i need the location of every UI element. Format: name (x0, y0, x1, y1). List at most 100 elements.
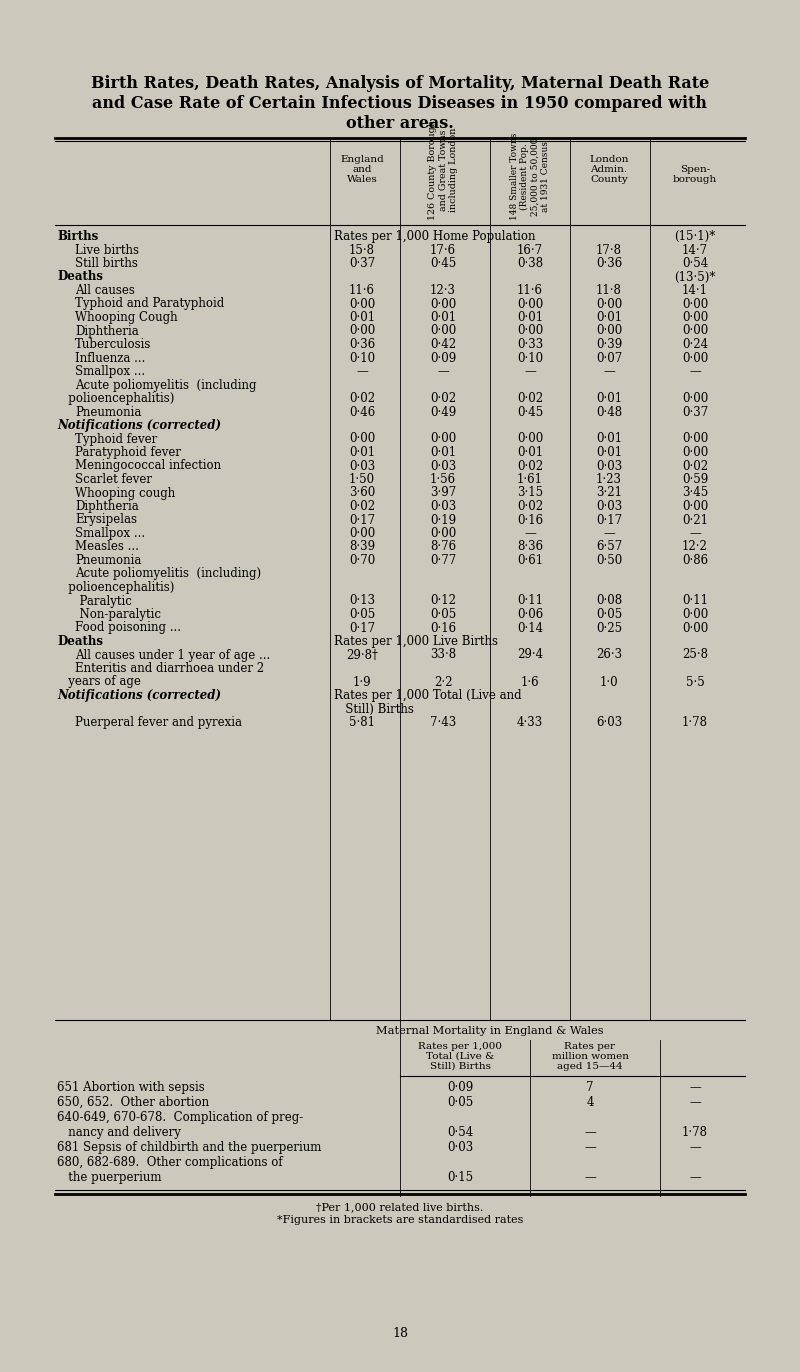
Text: All causes: All causes (75, 284, 135, 296)
Text: 0·01: 0·01 (596, 446, 622, 460)
Text: 0·00: 0·00 (517, 325, 543, 338)
Text: 640-649, 670-678.  Complication of preg-: 640-649, 670-678. Complication of preg- (57, 1111, 303, 1124)
Text: 0·48: 0·48 (596, 406, 622, 418)
Text: 0·02: 0·02 (430, 392, 456, 405)
Text: 0·00: 0·00 (682, 351, 708, 365)
Text: —: — (437, 365, 449, 379)
Text: 0·00: 0·00 (682, 311, 708, 324)
Text: Rates per: Rates per (565, 1041, 615, 1051)
Text: 0·45: 0·45 (517, 406, 543, 418)
Text: 18: 18 (392, 1327, 408, 1340)
Text: 0·11: 0·11 (517, 594, 543, 608)
Text: 0·00: 0·00 (349, 432, 375, 446)
Text: 0·00: 0·00 (682, 446, 708, 460)
Text: Admin.: Admin. (590, 165, 627, 174)
Text: aged 15—44: aged 15—44 (557, 1062, 623, 1072)
Text: —: — (603, 527, 615, 541)
Text: 0·00: 0·00 (682, 392, 708, 405)
Text: nancy and delivery: nancy and delivery (57, 1126, 181, 1139)
Text: Spen-: Spen- (680, 165, 710, 174)
Text: 1·56: 1·56 (430, 473, 456, 486)
Text: 0·21: 0·21 (682, 513, 708, 527)
Text: Maternal Mortality in England & Wales: Maternal Mortality in England & Wales (376, 1026, 604, 1036)
Text: 0·13: 0·13 (349, 594, 375, 608)
Text: —: — (689, 527, 701, 541)
Text: 17·6: 17·6 (430, 243, 456, 257)
Text: 0·01: 0·01 (430, 446, 456, 460)
Text: Paralytic: Paralytic (57, 594, 132, 608)
Text: 0·00: 0·00 (682, 622, 708, 634)
Text: 4·33: 4·33 (517, 716, 543, 729)
Text: 0·03: 0·03 (596, 460, 622, 472)
Text: Rates per 1,000 Live Births: Rates per 1,000 Live Births (334, 635, 498, 648)
Text: 0·49: 0·49 (430, 406, 456, 418)
Text: 7·43: 7·43 (430, 716, 456, 729)
Text: Wales: Wales (346, 176, 378, 184)
Text: Birth Rates, Death Rates, Analysis of Mortality, Maternal Death Rate: Birth Rates, Death Rates, Analysis of Mo… (91, 75, 709, 92)
Text: 5·81: 5·81 (349, 716, 375, 729)
Text: 0·01: 0·01 (596, 392, 622, 405)
Text: 0·17: 0·17 (596, 513, 622, 527)
Text: Food poisoning ...: Food poisoning ... (75, 622, 181, 634)
Text: 681 Sepsis of childbirth and the puerperium: 681 Sepsis of childbirth and the puerper… (57, 1142, 322, 1154)
Text: 0·59: 0·59 (682, 473, 708, 486)
Text: 25·8: 25·8 (682, 649, 708, 661)
Text: Total (Live &: Total (Live & (426, 1052, 494, 1061)
Text: 0·39: 0·39 (596, 338, 622, 351)
Text: Whooping Cough: Whooping Cough (75, 311, 178, 324)
Text: 11·6: 11·6 (517, 284, 543, 296)
Text: 0·03: 0·03 (596, 499, 622, 513)
Text: 14·7: 14·7 (682, 243, 708, 257)
Text: —: — (689, 365, 701, 379)
Text: —: — (524, 527, 536, 541)
Text: Smallpox ...: Smallpox ... (75, 527, 145, 541)
Text: Pneumonia: Pneumonia (75, 406, 142, 418)
Text: Acute poliomyelitis  (including: Acute poliomyelitis (including (75, 379, 257, 391)
Text: 0·03: 0·03 (349, 460, 375, 472)
Text: 2·2: 2·2 (434, 675, 452, 689)
Text: 26·3: 26·3 (596, 649, 622, 661)
Text: Non-paralytic: Non-paralytic (57, 608, 161, 622)
Text: 1·50: 1·50 (349, 473, 375, 486)
Text: 0·50: 0·50 (596, 554, 622, 567)
Text: 0·42: 0·42 (430, 338, 456, 351)
Text: 0·10: 0·10 (349, 351, 375, 365)
Text: 0·01: 0·01 (349, 311, 375, 324)
Text: All causes under 1 year of age ...: All causes under 1 year of age ... (75, 649, 270, 661)
Text: 0·01: 0·01 (596, 311, 622, 324)
Text: 0·00: 0·00 (596, 325, 622, 338)
Text: Puerperal fever and pyrexia: Puerperal fever and pyrexia (75, 716, 242, 729)
Text: 126 County Borough
and Great Towns
including London: 126 County Borough and Great Towns inclu… (428, 121, 458, 220)
Text: 11·8: 11·8 (596, 284, 622, 296)
Text: million women: million women (551, 1052, 629, 1061)
Text: the puerperium: the puerperium (57, 1170, 162, 1184)
Text: and: and (352, 165, 372, 174)
Text: Rates per 1,000: Rates per 1,000 (418, 1041, 502, 1051)
Text: 16·7: 16·7 (517, 243, 543, 257)
Text: 5·5: 5·5 (686, 675, 704, 689)
Text: *Figures in brackets are standardised rates: *Figures in brackets are standardised ra… (277, 1216, 523, 1225)
Text: 0·01: 0·01 (349, 446, 375, 460)
Text: Influenza ...: Influenza ... (75, 351, 146, 365)
Text: 0·45: 0·45 (430, 257, 456, 270)
Text: 1·78: 1·78 (682, 1126, 708, 1139)
Text: Still) Births: Still) Births (334, 702, 414, 716)
Text: 0·77: 0·77 (430, 554, 456, 567)
Text: 12·2: 12·2 (682, 541, 708, 553)
Text: 8·36: 8·36 (517, 541, 543, 553)
Text: Measles ...: Measles ... (75, 541, 139, 553)
Text: 0·00: 0·00 (682, 298, 708, 310)
Text: 0·16: 0·16 (517, 513, 543, 527)
Text: 1·0: 1·0 (600, 675, 618, 689)
Text: 1·78: 1·78 (682, 716, 708, 729)
Text: 0·01: 0·01 (517, 311, 543, 324)
Text: 0·11: 0·11 (682, 594, 708, 608)
Text: and Case Rate of Certain Infectious Diseases in 1950 compared with: and Case Rate of Certain Infectious Dise… (93, 95, 707, 113)
Text: 8·39: 8·39 (349, 541, 375, 553)
Text: years of age: years of age (57, 675, 141, 689)
Text: 0·01: 0·01 (596, 432, 622, 446)
Text: —: — (584, 1142, 596, 1154)
Text: 3·15: 3·15 (517, 487, 543, 499)
Text: Live births: Live births (75, 243, 139, 257)
Text: 148 Smaller Towns
(Resident Pop.
25,000 to 50,000
at 1931 Census: 148 Smaller Towns (Resident Pop. 25,000 … (510, 133, 550, 220)
